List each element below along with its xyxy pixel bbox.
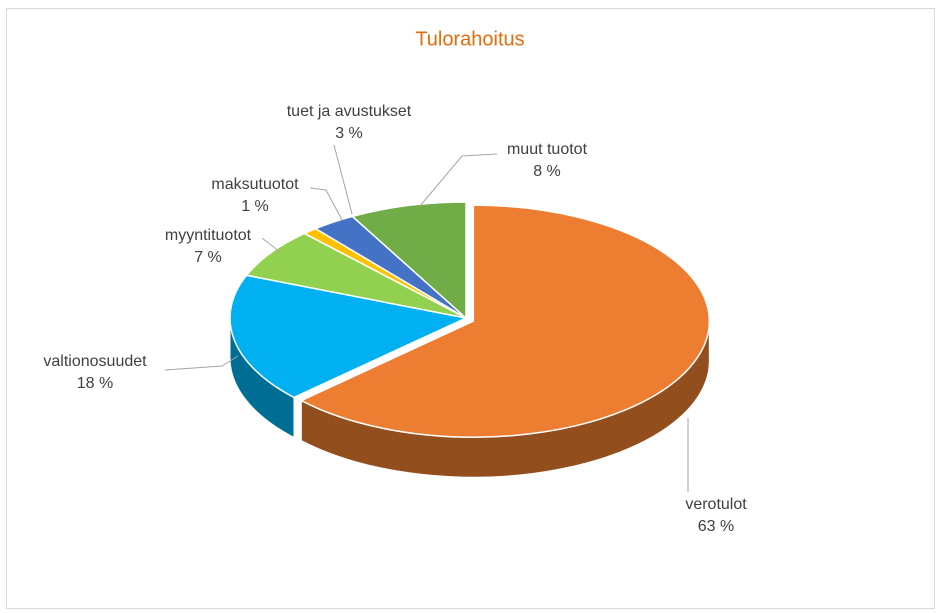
category-label: verotulot (685, 496, 747, 513)
category-label: myyntituotot (165, 227, 252, 244)
pie-slice (299, 204, 711, 438)
value-label: 18 % (77, 375, 113, 392)
leader-line (309, 187, 343, 221)
pie-tops (229, 201, 711, 438)
leader-line (333, 144, 353, 215)
pie-slice (229, 274, 469, 399)
leader-line (164, 355, 239, 371)
category-label: maksutuotot (211, 176, 299, 193)
value-label: 7 % (194, 249, 222, 266)
category-label: tuet ja avustukset (287, 103, 412, 120)
value-label: 1 % (241, 198, 269, 215)
pie-slice (245, 232, 467, 319)
leader-line (419, 153, 498, 207)
value-label: 63 % (698, 518, 734, 535)
category-label: valtionosuudet (43, 353, 147, 370)
category-label: muut tuotot (507, 141, 588, 158)
labels: verotulot 63 % valtionosuudet 18 % myyntituo… (43, 103, 747, 535)
chart-title: Tulorahoitus (415, 28, 524, 50)
chart-border (6, 8, 935, 609)
pie-slice (350, 201, 467, 320)
value-label: 8 % (533, 163, 561, 180)
value-label: 3 % (335, 125, 363, 142)
leader-line (261, 237, 281, 253)
